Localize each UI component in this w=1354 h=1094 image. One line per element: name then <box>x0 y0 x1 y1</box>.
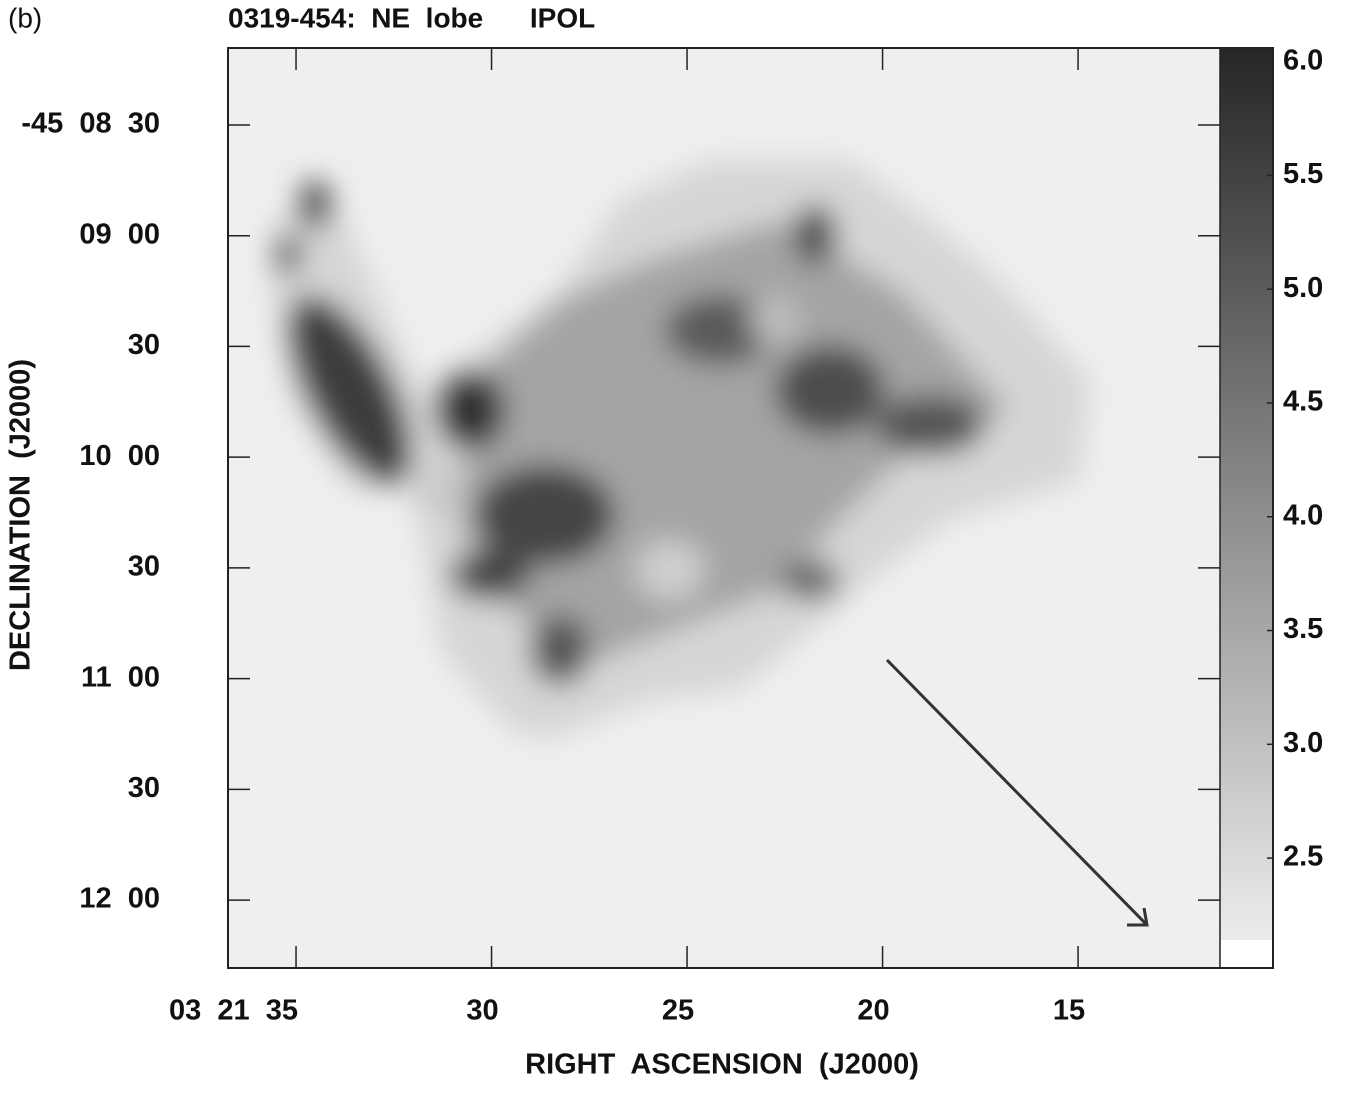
x-tick-label: 25 <box>662 995 694 1027</box>
colorbar-tick-label: 6.0 <box>1283 44 1323 76</box>
y-tick-label: 30 <box>128 551 160 583</box>
colorbar-tick-label: 3.0 <box>1283 727 1323 759</box>
colorbar-tick-label: 2.5 <box>1283 841 1323 873</box>
x-tick-label: 03 21 35 <box>169 995 298 1027</box>
colorbar-tick-label: 5.5 <box>1283 158 1323 190</box>
y-tick-label: 30 <box>128 329 160 361</box>
panel-label: (b) <box>8 2 42 33</box>
colorbar-tick-label: 4.0 <box>1283 499 1323 531</box>
x-tick-label: 15 <box>1053 995 1085 1027</box>
y-tick-label: 10 00 <box>79 440 160 472</box>
x-tick-label: 20 <box>857 995 889 1027</box>
y-tick-label: 30 <box>128 772 160 804</box>
x-tick-label: 30 <box>466 995 498 1027</box>
x-axis-label: RIGHT ASCENSION (J2000) <box>525 1049 919 1081</box>
y-axis-label: DECLINATION (J2000) <box>5 359 37 671</box>
arrow <box>885 658 1149 927</box>
colorbar-tick-label: 3.5 <box>1283 613 1323 645</box>
chart-title: 0319-454: NE lobe IPOL <box>228 2 595 33</box>
radio-image <box>270 160 1090 740</box>
colorbar-tick-label: 5.0 <box>1283 272 1323 304</box>
y-tick-label: 12 00 <box>79 883 160 915</box>
y-tick-label: 11 00 <box>81 661 160 693</box>
colorbar-tick-label: 4.5 <box>1283 386 1323 418</box>
frame <box>227 47 1274 969</box>
y-tick-label: 09 00 <box>79 218 160 250</box>
y-tick-label: -45 08 30 <box>21 108 160 140</box>
colorbar <box>1220 48 1273 940</box>
arrow-head <box>1127 907 1149 927</box>
